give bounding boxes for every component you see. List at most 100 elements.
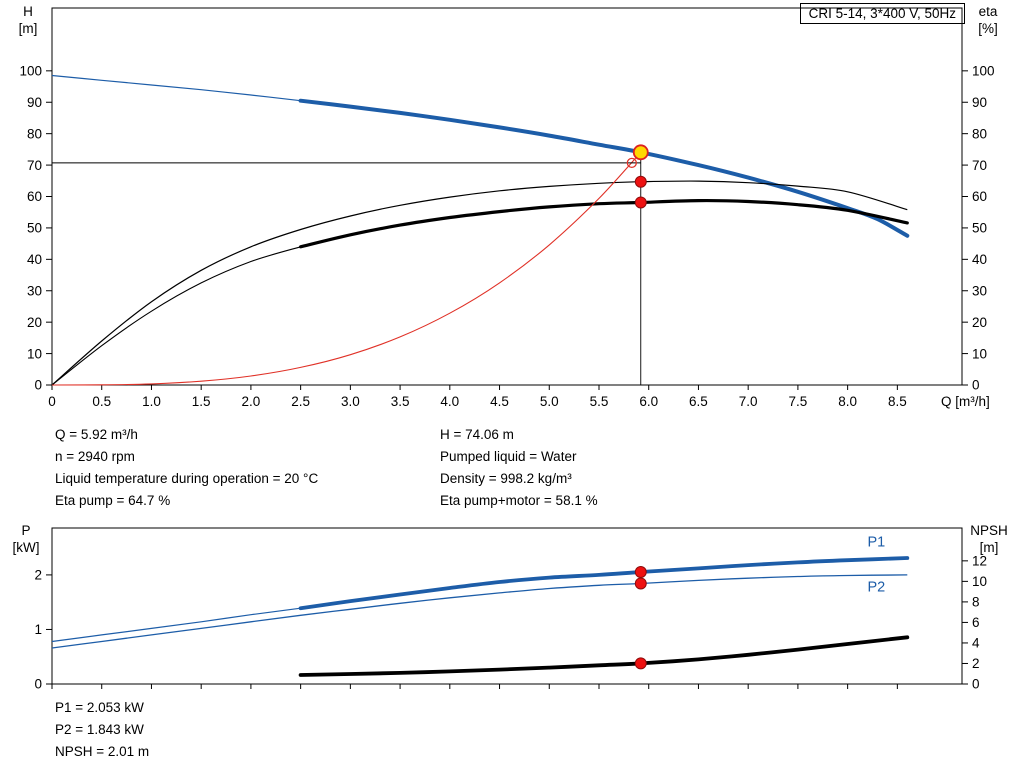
info-q: Q = 5.92 m³/h: [55, 427, 138, 442]
x-axis-tick-label: 6.5: [689, 394, 708, 409]
p1-curve-thin: [51, 607, 301, 643]
p-axis-title-line2: [kW]: [12, 540, 40, 555]
pump-model-title: CRI 5-14, 3*400 V, 50Hz: [808, 6, 956, 21]
eta-axis-title-line1: eta: [978, 4, 998, 19]
right-axis-tick-label: 20: [972, 315, 987, 330]
eta-axis-title: eta [%]: [962, 3, 1014, 37]
pump-curve-h-thin: [51, 74, 301, 102]
eta-pump-curve: [51, 180, 908, 386]
power-info-column: P1 = 2.053 kW P2 = 1.843 kW NPSH = 2.01 …: [55, 697, 149, 763]
x-axis-tick-label: 0.5: [92, 394, 111, 409]
p2-curve-label: P2: [868, 579, 886, 595]
x-axis-tick-label: 7.5: [789, 394, 808, 409]
info-npsh: NPSH = 2.01 m: [55, 744, 150, 759]
right-axis-tick-label: 70: [972, 158, 987, 173]
info-h: H = 74.06 m: [440, 427, 514, 442]
right-axis-tick-label: 6: [972, 615, 980, 630]
left-axis-tick-label: 90: [27, 95, 42, 110]
x-axis-tick-label: 5.5: [590, 394, 609, 409]
plot-frame: [51, 7, 963, 386]
x-axis-tick-label: 4.5: [490, 394, 509, 409]
h-axis-title-line1: H: [23, 4, 33, 19]
right-axis-tick-label: 30: [972, 283, 987, 298]
x-axis-tick-label: 6.0: [639, 394, 658, 409]
npsh-axis-title: NPSH [m]: [960, 522, 1018, 556]
info-p1: P1 = 2.053 kW: [55, 700, 144, 715]
left-axis-tick-label: 30: [27, 283, 42, 298]
left-axis-tick-label: 0: [34, 677, 42, 692]
left-axis-tick-label: 80: [27, 126, 42, 141]
npsh-axis-title-line1: NPSH: [970, 523, 1008, 538]
x-axis-tick-label: 2.0: [242, 394, 261, 409]
x-axis-tick-label: 4.0: [440, 394, 459, 409]
right-axis-tick-label: 40: [972, 252, 987, 267]
p1-duty-marker[interactable]: [634, 566, 647, 579]
x-axis-tick-label: 3.0: [341, 394, 360, 409]
h-axis-title: H [m]: [8, 3, 48, 37]
right-axis-tick-label: 90: [972, 95, 987, 110]
npsh-duty-marker[interactable]: [634, 657, 647, 670]
left-axis-tick-label: 40: [27, 252, 42, 267]
pump-curve-h: [298, 98, 910, 238]
right-axis-tick-label: 100: [972, 64, 995, 79]
right-axis-tick-label: 10: [972, 574, 987, 589]
left-axis-tick-label: 0: [34, 378, 42, 393]
p2-curve: [51, 574, 908, 649]
npsh-axis-title-line2: [m]: [979, 540, 999, 555]
x-axis-tick-label: 1.0: [142, 394, 161, 409]
left-axis-tick-label: 70: [27, 158, 42, 173]
eta-axis-title-line2: [%]: [978, 21, 998, 36]
npsh-curve: [298, 635, 910, 677]
duty-info-left-column: Q = 5.92 m³/h n = 2940 rpm Liquid temper…: [55, 424, 318, 512]
x-axis-tick-label: 5.0: [540, 394, 559, 409]
duty-info-right-column: H = 74.06 m Pumped liquid = Water Densit…: [440, 424, 598, 512]
info-eta-pump: Eta pump = 64.7 %: [55, 493, 171, 508]
left-axis-tick-label: 60: [27, 189, 42, 204]
x-axis-tick-label: 1.5: [192, 394, 211, 409]
hq-chart[interactable]: 0 0.5 1.0 1.5 2.0 2.5 3.0 3.5 4.0 4.5 5.0 5.5 6.0 6.5…: [0, 0, 1024, 420]
h-axis-title-line2: [m]: [18, 21, 38, 36]
info-p2: P2 = 1.843 kW: [55, 722, 144, 737]
eta-pump-duty-marker[interactable]: [634, 175, 647, 188]
x-axis-label: Q [m³/h]: [941, 394, 990, 409]
eta-pump-motor-curve: [299, 198, 909, 249]
info-liquid-temperature: Liquid temperature during operation = 20…: [55, 471, 319, 486]
right-axis-tick-label: 0: [972, 677, 980, 692]
x-axis-tick-label: 8.0: [838, 394, 857, 409]
x-axis-tick-label: 2.5: [291, 394, 310, 409]
p1-curve-label: P1: [868, 535, 886, 551]
right-axis-tick-label: 60: [972, 189, 987, 204]
right-axis-tick-label: 4: [972, 636, 980, 651]
left-axis-tick-label: 2: [34, 568, 42, 583]
system-curve: [51, 151, 642, 386]
p1-curve: [298, 556, 910, 611]
info-pumped-liquid: Pumped liquid = Water: [440, 449, 577, 464]
left-axis-tick-label: 20: [27, 315, 42, 330]
x-axis-tick-label: 3.5: [391, 394, 410, 409]
left-axis-tick-label: 100: [19, 64, 42, 79]
p-axis-title-line1: P: [21, 523, 31, 538]
right-axis-tick-label: 10: [972, 346, 987, 361]
right-axis-tick-label: 2: [972, 656, 980, 671]
x-axis-tick-label: 0: [48, 394, 56, 409]
right-axis-tick-label: 80: [972, 126, 987, 141]
left-axis-tick-label: 10: [27, 346, 42, 361]
plot-frame: [51, 527, 963, 685]
x-axis-tick-label: 7.0: [739, 394, 758, 409]
left-axis-tick-label: 1: [34, 622, 42, 637]
left-axis-tick-label: 50: [27, 221, 42, 236]
right-axis-tick-label: 8: [972, 595, 980, 610]
eta-pump-motor-curve-thin: [51, 246, 301, 386]
requested-duty-point[interactable]: [626, 157, 637, 169]
eta-pump-motor-duty-marker[interactable]: [634, 196, 647, 209]
info-density: Density = 998.2 kg/m³: [440, 471, 572, 486]
x-axis-tick-label: 8.5: [888, 394, 907, 409]
info-speed: n = 2940 rpm: [55, 449, 135, 464]
p-axis-title: P [kW]: [4, 522, 48, 556]
p2-duty-marker[interactable]: [634, 577, 647, 590]
info-eta-pump-motor: Eta pump+motor = 58.1 %: [440, 493, 598, 508]
right-axis-tick-label: 50: [972, 221, 987, 236]
duty-point-marker[interactable]: [632, 144, 649, 161]
